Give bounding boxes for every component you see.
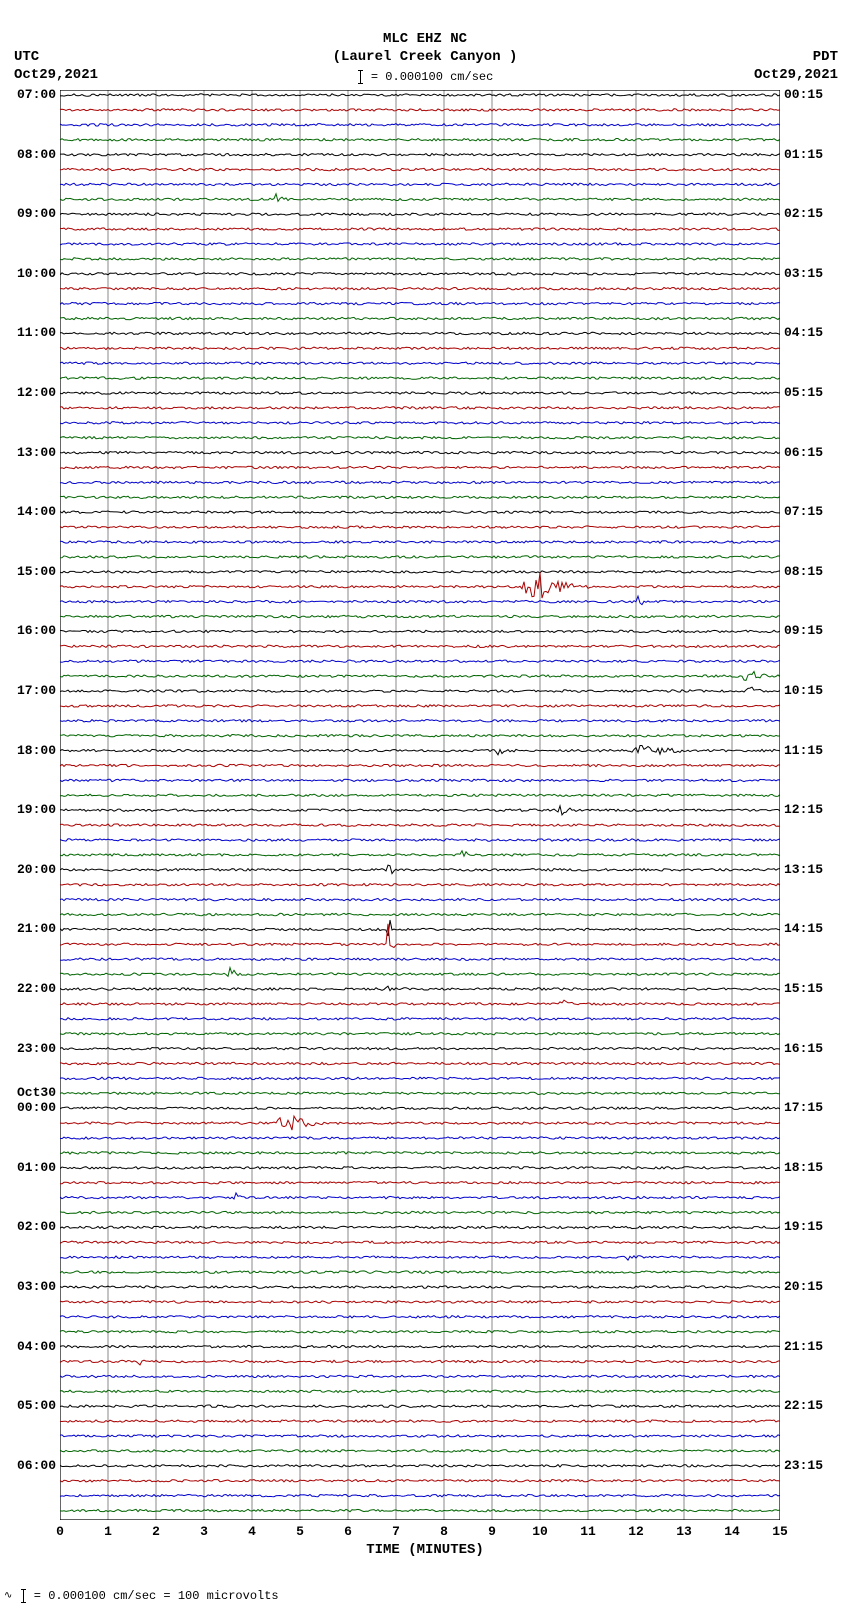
left-hour-label: 07:00 — [17, 87, 56, 102]
right-hour-label: 03:15 — [784, 266, 823, 281]
right-hour-label: 06:15 — [784, 445, 823, 460]
left-hour-label: 11:00 — [17, 325, 56, 340]
station-title: MLC EHZ NC — [0, 30, 850, 48]
left-hour-label: 18:00 — [17, 743, 56, 758]
x-tick-label: 15 — [772, 1524, 788, 1539]
left-hour-label: 17:00 — [17, 683, 56, 698]
x-tick-label: 12 — [628, 1524, 644, 1539]
left-hour-label: 03:00 — [17, 1279, 56, 1294]
right-hour-label: 16:15 — [784, 1041, 823, 1056]
station-subtitle: (Laurel Creek Canyon ) — [0, 48, 850, 66]
right-hour-label: 15:15 — [784, 981, 823, 996]
left-hour-label: 08:00 — [17, 147, 56, 162]
left-hour-label: 13:00 — [17, 445, 56, 460]
left-hour-label: 01:00 — [17, 1160, 56, 1175]
left-hour-label: 12:00 — [17, 385, 56, 400]
scale-bar-icon — [23, 1589, 24, 1603]
helicorder-svg — [60, 90, 780, 1520]
left-hour-label: 23:00 — [17, 1041, 56, 1056]
left-hour-label: 09:00 — [17, 206, 56, 221]
left-hour-label: Oct30 — [17, 1085, 56, 1100]
scale-text: = 0.000100 cm/sec — [371, 71, 493, 85]
right-hour-label: 21:15 — [784, 1339, 823, 1354]
left-hour-label: 04:00 — [17, 1339, 56, 1354]
right-hour-label: 23:15 — [784, 1458, 823, 1473]
helicorder-plot: 07:0008:0009:0010:0011:0012:0013:0014:00… — [60, 90, 780, 1520]
right-hour-label: 13:15 — [784, 862, 823, 877]
right-hour-label: 18:15 — [784, 1160, 823, 1175]
right-hour-label: 12:15 — [784, 802, 823, 817]
left-hour-label: 10:00 — [17, 266, 56, 281]
right-hour-label: 11:15 — [784, 743, 823, 758]
left-hour-label: 06:00 — [17, 1458, 56, 1473]
x-axis-label: TIME (MINUTES) — [0, 1542, 850, 1558]
footer-text: = 0.000100 cm/sec = 100 microvolts — [34, 1589, 279, 1603]
x-tick-label: 0 — [56, 1524, 64, 1539]
tz-left-label: UTC — [14, 48, 98, 66]
x-tick-label: 10 — [532, 1524, 548, 1539]
left-hour-label: 00:00 — [17, 1100, 56, 1115]
right-hour-label: 19:15 — [784, 1219, 823, 1234]
tz-right-date: Oct29,2021 — [754, 66, 838, 84]
x-tick-label: 1 — [104, 1524, 112, 1539]
left-hour-label: 19:00 — [17, 802, 56, 817]
scale-bar-icon — [360, 70, 361, 84]
left-hour-label: 16:00 — [17, 623, 56, 638]
right-hour-label: 04:15 — [784, 325, 823, 340]
right-hour-label: 17:15 — [784, 1100, 823, 1115]
right-hour-label: 07:15 — [784, 504, 823, 519]
x-tick-label: 8 — [440, 1524, 448, 1539]
x-tick-label: 4 — [248, 1524, 256, 1539]
left-hour-label: 20:00 — [17, 862, 56, 877]
x-tick-label: 5 — [296, 1524, 304, 1539]
left-hour-label: 14:00 — [17, 504, 56, 519]
left-hour-label: 02:00 — [17, 1219, 56, 1234]
x-tick-label: 3 — [200, 1524, 208, 1539]
x-tick-label: 9 — [488, 1524, 496, 1539]
header: MLC EHZ NC (Laurel Creek Canyon ) = 0.00… — [0, 30, 850, 85]
right-hour-label: 01:15 — [784, 147, 823, 162]
right-hour-label: 00:15 — [784, 87, 823, 102]
right-hour-label: 10:15 — [784, 683, 823, 698]
left-hour-label: 05:00 — [17, 1398, 56, 1413]
left-hour-label: 15:00 — [17, 564, 56, 579]
x-tick-label: 14 — [724, 1524, 740, 1539]
timezone-right: PDT Oct29,2021 — [754, 48, 838, 84]
scale-header: = 0.000100 cm/sec — [0, 70, 850, 84]
right-hour-label: 02:15 — [784, 206, 823, 221]
x-tick-label: 6 — [344, 1524, 352, 1539]
left-hour-label: 21:00 — [17, 921, 56, 936]
x-tick-label: 11 — [580, 1524, 596, 1539]
right-hour-label: 14:15 — [784, 921, 823, 936]
x-tick-label: 7 — [392, 1524, 400, 1539]
x-tick-label: 2 — [152, 1524, 160, 1539]
right-hour-label: 22:15 — [784, 1398, 823, 1413]
left-hour-label: 22:00 — [17, 981, 56, 996]
x-tick-label: 13 — [676, 1524, 692, 1539]
right-hour-label: 09:15 — [784, 623, 823, 638]
right-hour-label: 05:15 — [784, 385, 823, 400]
tz-right-label: PDT — [754, 48, 838, 66]
right-hour-label: 08:15 — [784, 564, 823, 579]
tz-left-date: Oct29,2021 — [14, 66, 98, 84]
footer-scale: ∿ = 0.000100 cm/sec = 100 microvolts — [4, 1589, 279, 1603]
right-hour-label: 20:15 — [784, 1279, 823, 1294]
timezone-left: UTC Oct29,2021 — [14, 48, 98, 84]
